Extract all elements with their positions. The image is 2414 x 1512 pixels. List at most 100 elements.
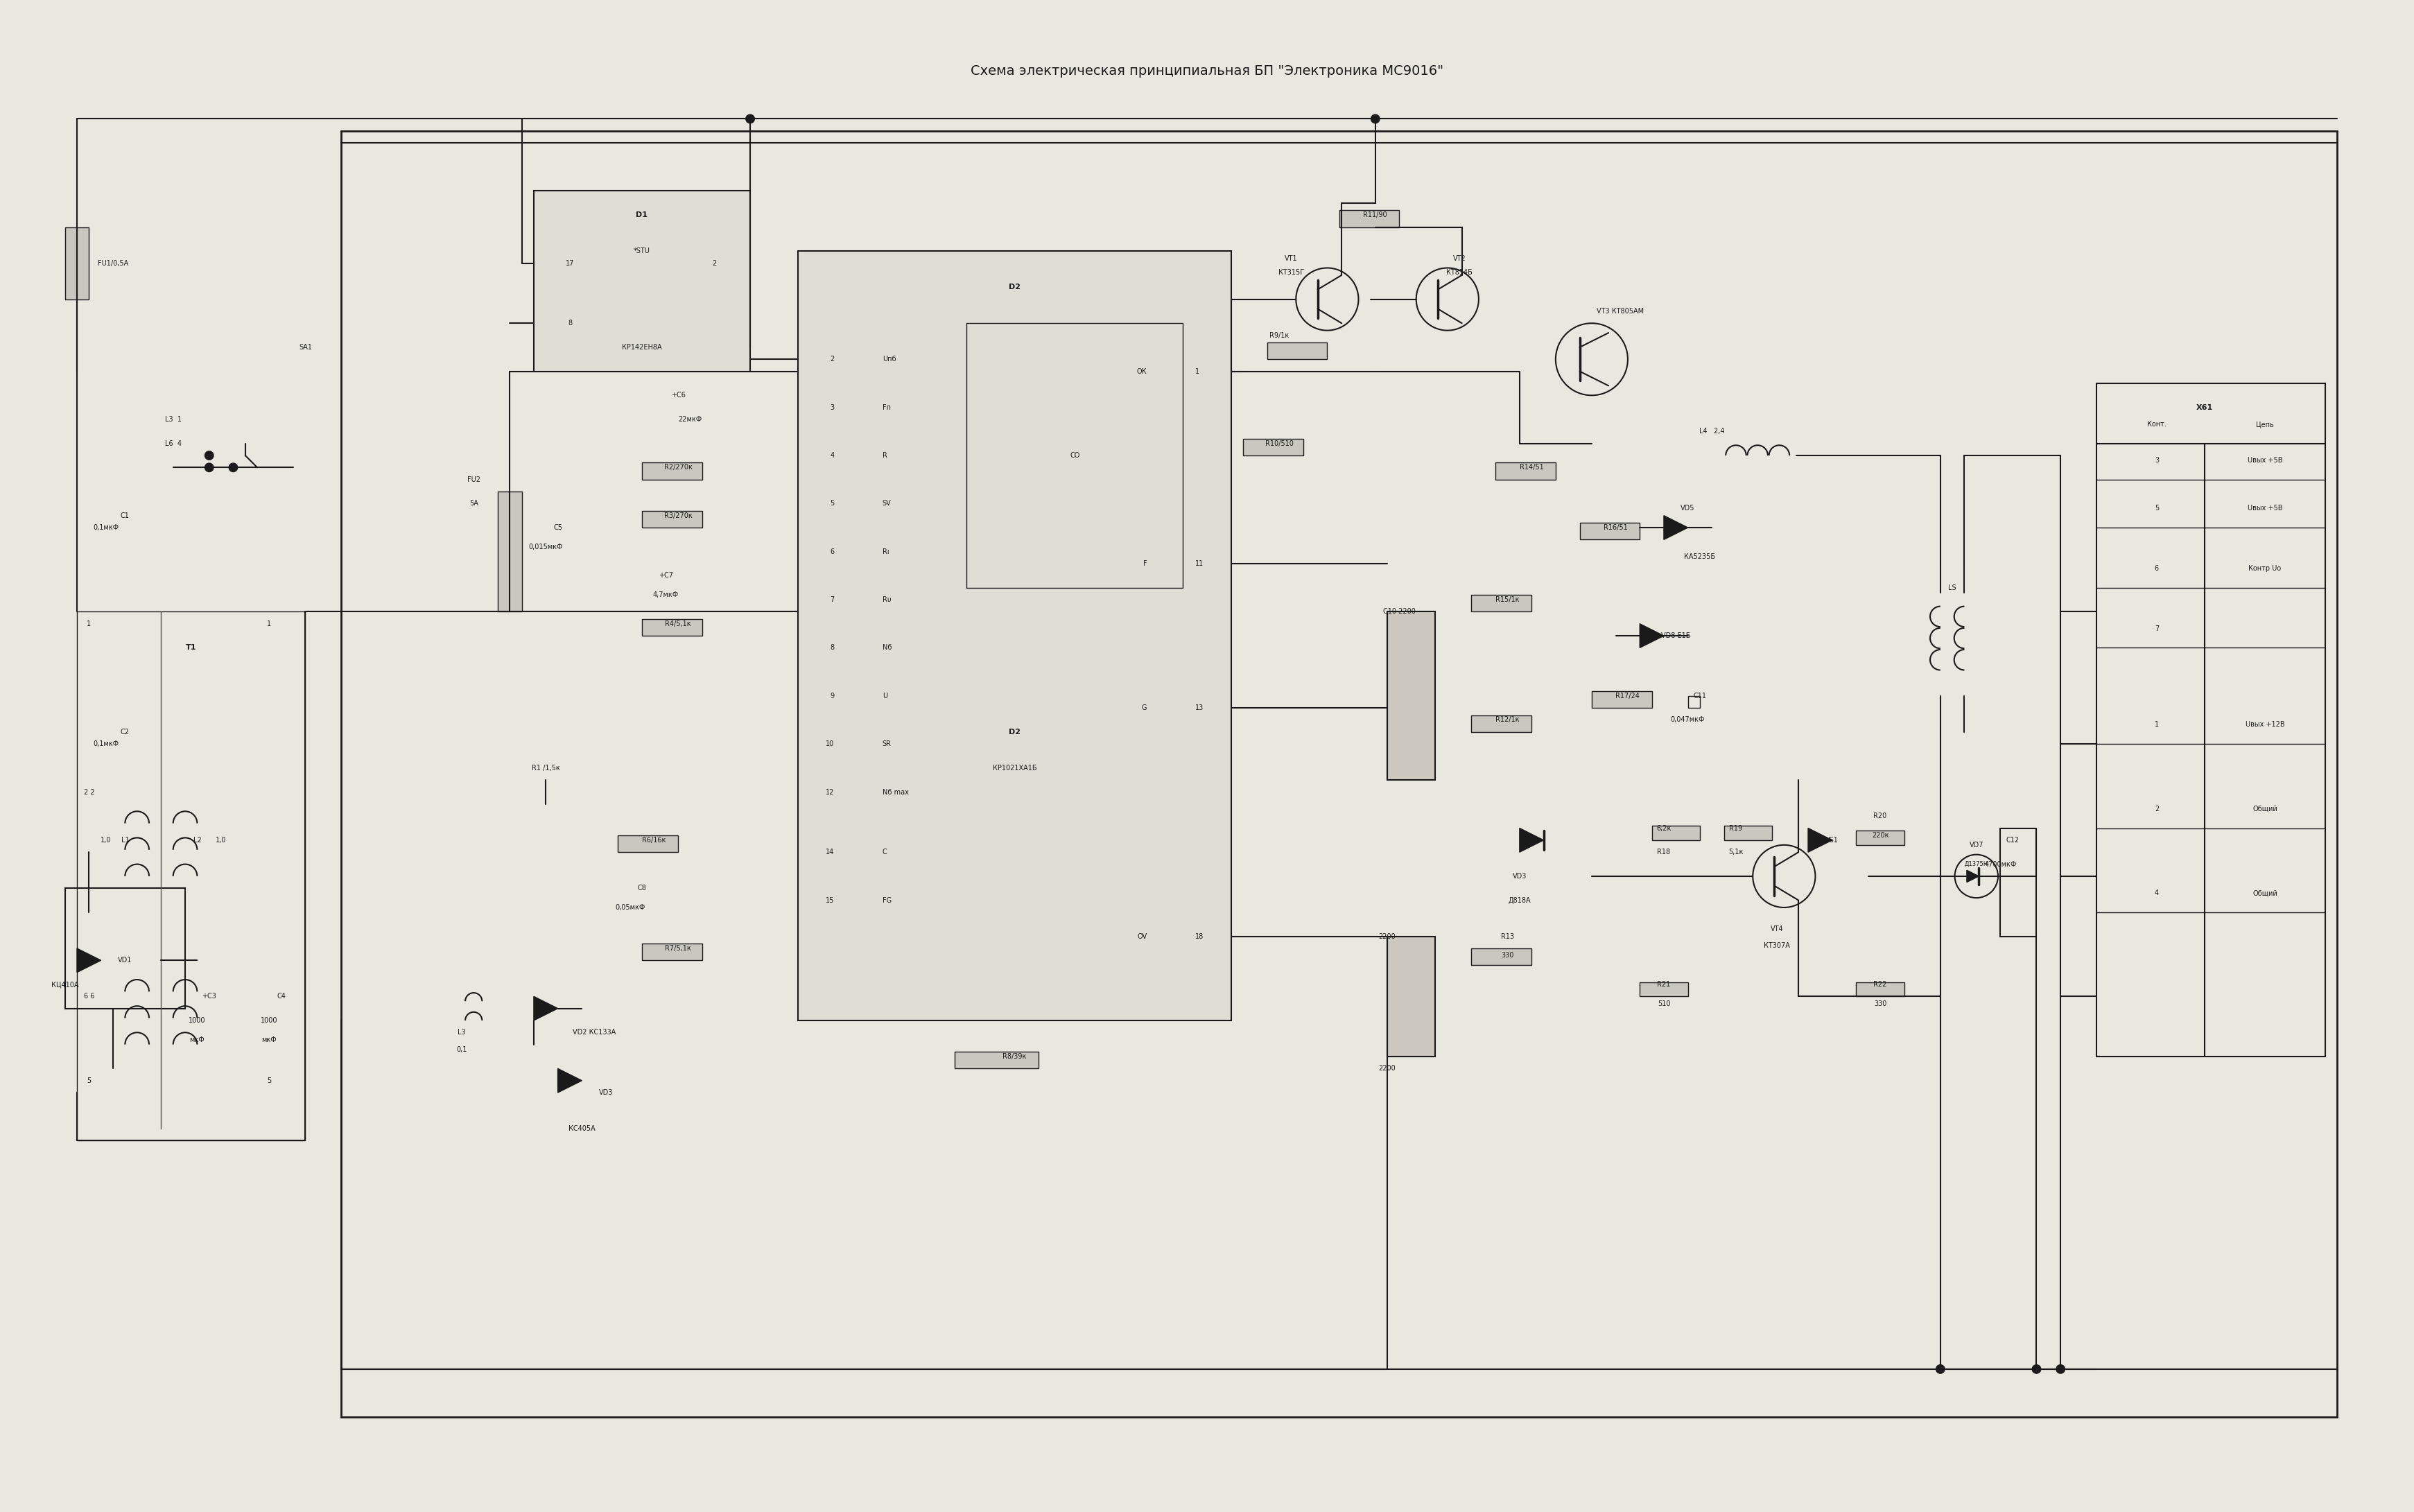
Text: L6  4: L6 4 — [164, 440, 181, 448]
Polygon shape — [1663, 516, 1687, 540]
Bar — [1856, 981, 1905, 996]
Bar — [1687, 696, 1699, 708]
Text: 5: 5 — [2156, 505, 2158, 513]
Bar — [966, 324, 1183, 588]
Text: 5: 5 — [830, 500, 835, 507]
Text: SA1: SA1 — [299, 343, 311, 351]
Text: 5: 5 — [268, 1077, 270, 1084]
Text: 510: 510 — [1658, 999, 1670, 1007]
Text: 2: 2 — [712, 260, 717, 266]
Polygon shape — [1808, 829, 1832, 853]
Text: 14: 14 — [826, 848, 835, 856]
Text: 330: 330 — [1502, 953, 1514, 959]
Text: Цепь: Цепь — [2257, 420, 2274, 428]
Text: R16/51: R16/51 — [1603, 525, 1627, 531]
Text: 6,2к: 6,2к — [1656, 824, 1670, 832]
Text: 2: 2 — [830, 355, 835, 363]
Bar — [1497, 463, 1555, 479]
Text: R13: R13 — [1502, 933, 1514, 940]
Bar — [1267, 342, 1328, 360]
Text: Общий: Общий — [2252, 889, 2276, 897]
Text: 15: 15 — [826, 897, 835, 904]
Text: КТ814Б: КТ814Б — [1446, 269, 1473, 277]
Bar — [799, 251, 1231, 1021]
Text: 3: 3 — [830, 404, 835, 411]
Bar — [642, 511, 702, 528]
Text: Rυ: Rυ — [884, 596, 891, 603]
Text: VD5: VD5 — [1680, 505, 1695, 513]
Text: R10/510: R10/510 — [1265, 440, 1294, 448]
Text: D2: D2 — [1009, 284, 1021, 290]
Text: F: F — [1142, 559, 1147, 567]
Bar — [1579, 523, 1639, 540]
Bar — [1651, 826, 1699, 841]
Text: 2200: 2200 — [1378, 1064, 1395, 1072]
Text: +C6: +C6 — [671, 392, 686, 399]
Text: 8: 8 — [830, 644, 835, 652]
Text: 4: 4 — [2156, 889, 2158, 897]
Text: 1,0: 1,0 — [215, 836, 227, 844]
Circle shape — [229, 463, 237, 472]
Text: R17/24: R17/24 — [1615, 692, 1639, 700]
Text: +C3: +C3 — [203, 993, 217, 999]
Text: D1: D1 — [635, 212, 647, 219]
Text: 9: 9 — [830, 692, 835, 700]
Text: 6: 6 — [830, 549, 835, 555]
Text: 2200: 2200 — [1378, 933, 1395, 940]
Text: КТ315Г: КТ315Г — [1279, 269, 1304, 277]
Text: L3: L3 — [459, 1030, 466, 1036]
Text: 17: 17 — [565, 260, 575, 266]
Text: 0,1мкФ: 0,1мкФ — [92, 525, 118, 531]
Polygon shape — [558, 1069, 582, 1093]
Text: Д818А: Д818А — [1509, 897, 1530, 904]
Bar — [1388, 612, 1436, 780]
Text: 0,05мкФ: 0,05мкФ — [616, 904, 645, 910]
Text: Конт.: Конт. — [2146, 420, 2165, 428]
Text: L4   2,4: L4 2,4 — [1699, 428, 1724, 435]
Text: Общий: Общий — [2252, 806, 2276, 812]
Text: *STU: *STU — [635, 248, 649, 254]
Polygon shape — [1639, 624, 1663, 647]
Text: 2: 2 — [2156, 806, 2158, 812]
Text: 3: 3 — [2156, 457, 2158, 464]
Text: 12: 12 — [826, 789, 835, 795]
Text: 4700мкФ: 4700мкФ — [1984, 860, 2016, 868]
Text: T1: T1 — [186, 644, 196, 652]
Circle shape — [1936, 1365, 1946, 1373]
Text: R11/90: R11/90 — [1364, 212, 1388, 219]
Text: FU1/0,5A: FU1/0,5A — [97, 260, 128, 266]
Polygon shape — [533, 996, 558, 1021]
Polygon shape — [77, 948, 101, 972]
Bar — [1724, 826, 1772, 841]
Text: D2: D2 — [1009, 729, 1021, 735]
Circle shape — [1371, 115, 1381, 122]
Text: 7: 7 — [830, 596, 835, 603]
Text: R4/5,1к: R4/5,1к — [664, 620, 690, 627]
Text: 6: 6 — [2156, 565, 2158, 572]
Text: Контр Uо: Контр Uо — [2247, 565, 2281, 572]
Text: 6 6: 6 6 — [84, 993, 94, 999]
Text: L2: L2 — [193, 836, 200, 844]
Text: VS1: VS1 — [1825, 836, 1839, 844]
Text: 1: 1 — [87, 620, 92, 627]
Text: 1: 1 — [268, 620, 270, 627]
Text: VT3 КТ805АМ: VT3 КТ805АМ — [1598, 308, 1644, 314]
Text: КР1021ХА1Б: КР1021ХА1Б — [992, 765, 1036, 771]
Bar — [340, 132, 2337, 1417]
Bar — [1591, 691, 1651, 708]
Text: 1: 1 — [2156, 721, 2158, 729]
Bar — [1473, 594, 1530, 612]
Text: VD1: VD1 — [118, 957, 133, 963]
Bar — [642, 463, 702, 479]
Circle shape — [746, 115, 756, 122]
Bar — [1639, 981, 1687, 996]
Bar — [1473, 715, 1530, 732]
Text: R12/1к: R12/1к — [1497, 717, 1518, 723]
Text: мкФ: мкФ — [191, 1036, 205, 1043]
Text: КС405А: КС405А — [567, 1125, 596, 1132]
Text: SV: SV — [884, 500, 891, 507]
Text: R2/270к: R2/270к — [664, 464, 693, 470]
Text: Uпб: Uпб — [884, 355, 896, 363]
Text: LS: LS — [1948, 584, 1955, 591]
Bar — [77, 612, 304, 1140]
